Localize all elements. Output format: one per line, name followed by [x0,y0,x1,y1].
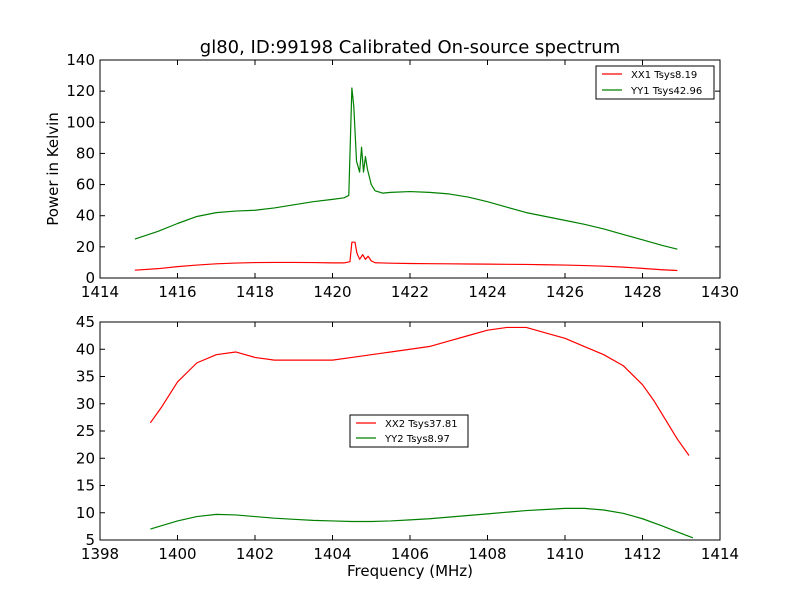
top-plot-series [134,87,678,272]
top-legend-label-yy1: YY1 Tsys42.96 [630,86,702,97]
bottom-y-tick-label: 45 [76,313,95,331]
bottom-legend: XX2 Tsys37.81 YY2 Tsys8.97 [349,414,469,448]
top-series-2-line [134,87,678,250]
bottom-y-tick-label: 30 [76,395,95,413]
top-x-tick-label: 1428 [623,283,661,301]
x-axis-label: Frequency (MHz) [347,562,473,580]
top-y-tick-label: 40 [76,207,95,225]
top-x-tick-label: 1422 [391,283,429,301]
top-series-1-line [134,241,678,272]
top-plot-ticks: 1414 1416 1418 1420 1422 1424 1426 1428 1430 0 20 4… [66,51,739,301]
bottom-x-tick-label: 1404 [313,545,351,563]
bottom-series-1-line [149,326,690,456]
bottom-x-tick-label: 1410 [546,545,584,563]
top-x-tick-label: 1418 [236,283,274,301]
bottom-legend-box [349,414,469,448]
bottom-series-2-line [150,507,694,539]
bottom-legend-label-yy2: YY2 Tsys8.97 [384,434,450,445]
bottom-y-tick-label: 15 [76,477,95,495]
top-y-tick-label: 20 [76,238,95,256]
top-y-tick-label: 120 [66,82,95,100]
top-x-tick-label: 1416 [158,283,196,301]
top-y-tick-label: 140 [66,51,95,69]
top-x-tick-label: 1420 [313,283,351,301]
bottom-x-tick-label: 1414 [701,545,739,563]
bottom-plot: 1398 1400 1402 1404 1406 1408 1410 1412 1414 5 10 1… [76,313,739,580]
top-plot: 1414 1416 1418 1420 1422 1424 1426 1428 1430 0 20 4… [44,51,739,301]
top-y-tick-label: 60 [76,176,95,194]
top-legend-label-xx1: XX1 Tsys8.19 [631,70,697,81]
top-y-tick-label: 0 [85,269,95,287]
bottom-y-tick-label: 25 [76,422,95,440]
bottom-plot-series [149,326,694,539]
top-y-axis-label: Power in Kelvin [44,112,62,226]
top-y-tick-label: 100 [66,113,95,131]
bottom-x-tick-label: 1408 [468,545,506,563]
bottom-x-tick-label: 1402 [236,545,274,563]
bottom-y-tick-label: 40 [76,340,95,358]
chart-title: gl80, ID:99198 Calibrated On-source spec… [200,37,620,58]
bottom-x-tick-label: 1406 [391,545,429,563]
top-x-tick-label: 1414 [81,283,119,301]
bottom-x-tick-label: 1412 [623,545,661,563]
top-y-tick-label: 80 [76,144,95,162]
bottom-legend-label-xx2: XX2 Tsys37.81 [385,419,458,430]
top-legend: XX1 Tsys8.19 YY1 Tsys42.96 [595,65,715,100]
bottom-y-tick-label: 20 [76,449,95,467]
bottom-y-tick-label: 10 [76,504,95,522]
top-x-tick-label: 1426 [546,283,584,301]
bottom-x-tick-label: 1398 [81,545,119,563]
top-x-tick-label: 1430 [701,283,739,301]
top-x-tick-label: 1424 [468,283,506,301]
bottom-x-tick-label: 1400 [158,545,196,563]
bottom-y-tick-label: 35 [76,368,95,386]
bottom-plot-ticks: 1398 1400 1402 1404 1406 1408 1410 1412 1414 5 10 1… [76,313,739,563]
top-legend-box [595,65,715,100]
bottom-y-tick-label: 5 [85,531,95,549]
